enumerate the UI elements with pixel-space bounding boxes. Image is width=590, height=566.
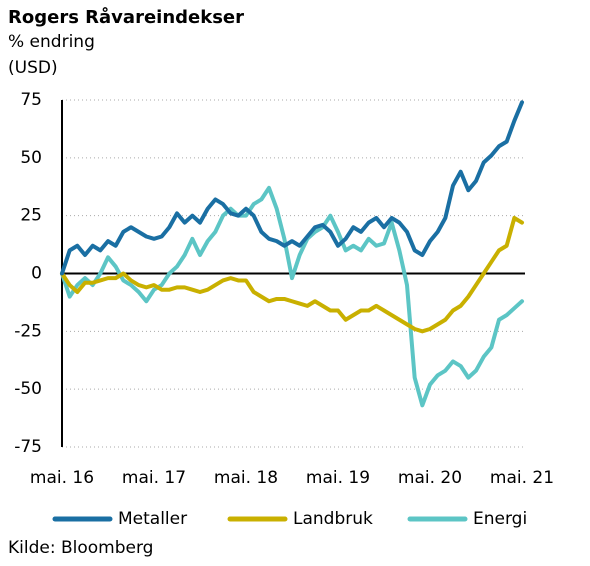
y-tick-label: -25 xyxy=(14,321,42,341)
series-line xyxy=(60,185,524,408)
x-tick-label: mai. 18 xyxy=(214,468,278,488)
legend-label: Landbruk xyxy=(293,509,373,529)
x-tick-label: mai. 20 xyxy=(398,468,462,488)
y-tick-label: -75 xyxy=(14,437,42,457)
y-tick-label: 50 xyxy=(20,148,42,168)
legend-label: Metaller xyxy=(118,509,187,529)
x-tick-label: mai. 19 xyxy=(306,468,370,488)
y-tick-label: 0 xyxy=(31,264,42,284)
legend-label: Energi xyxy=(473,509,527,529)
y-axis-label: (USD) xyxy=(8,58,58,78)
x-tick-label: mai. 21 xyxy=(490,468,554,488)
chart-title: Rogers Råvareindekser xyxy=(8,6,244,28)
y-tick-label: 75 xyxy=(20,90,42,110)
y-tick-label: 25 xyxy=(20,206,42,226)
x-tick-label: mai. 16 xyxy=(30,468,94,488)
y-tick-label: -50 xyxy=(14,379,42,399)
series-line xyxy=(60,215,524,334)
series-line xyxy=(60,100,524,276)
x-tick-label: mai. 17 xyxy=(122,468,186,488)
chart-subtitle: % endring xyxy=(8,32,95,52)
source: Kilde: Bloomberg xyxy=(8,538,153,558)
